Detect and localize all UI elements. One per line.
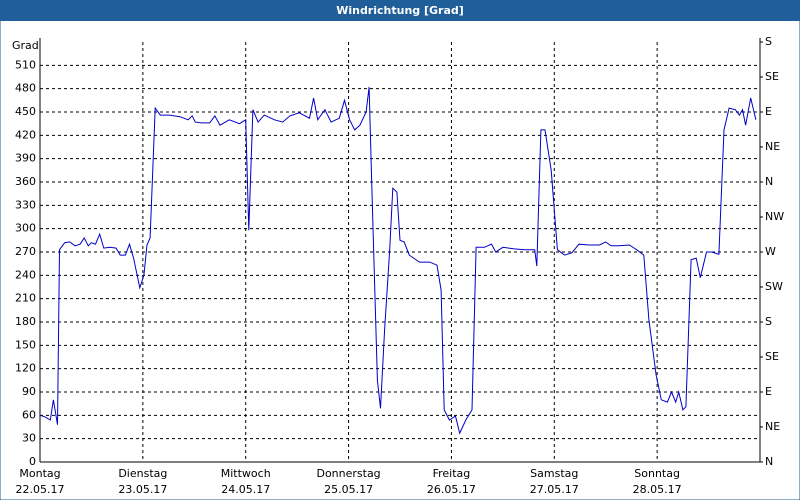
y2-tick-label: W <box>765 245 776 258</box>
y-tick-label: 450 <box>15 105 36 118</box>
y-tick-label: 300 <box>15 222 36 235</box>
y-tick-label: 30 <box>22 432 36 445</box>
y2-tick-label: SE <box>765 350 779 363</box>
y2-tick-label: S <box>765 35 772 48</box>
y2-tick-label: N <box>765 175 773 188</box>
x-tick-date: 23.05.17 <box>118 483 167 496</box>
x-tick-date: 25.05.17 <box>324 483 373 496</box>
y-axis-label: Grad <box>12 39 39 52</box>
y2-tick-label: N <box>765 455 773 468</box>
x-tick-label: Freitag <box>433 467 471 480</box>
x-tick-date: 26.05.17 <box>427 483 476 496</box>
chart-title: Windrichtung [Grad] <box>336 4 464 17</box>
y2-tick-label: NE <box>765 420 780 433</box>
data-line <box>39 87 757 435</box>
y-tick-label: 360 <box>15 175 36 188</box>
x-tick-date: 22.05.17 <box>16 483 65 496</box>
y2-tick-label: NW <box>765 210 784 223</box>
x-tick-label: Sonntag <box>634 467 680 480</box>
x-tick-label: Donnerstag <box>316 467 380 480</box>
y-tick-label: 270 <box>15 245 36 258</box>
y-tick-label: 60 <box>22 408 36 421</box>
y-tick-label: 210 <box>15 292 36 305</box>
y-tick-label: 420 <box>15 128 36 141</box>
y-tick-label: 510 <box>15 58 36 71</box>
y-tick-label: 330 <box>15 198 36 211</box>
y-tick-label: 150 <box>15 338 36 351</box>
y-tick-label: 390 <box>15 152 36 165</box>
x-tick-label: Mittwoch <box>221 467 271 480</box>
x-tick-date: 24.05.17 <box>221 483 270 496</box>
y2-tick-label: S <box>765 315 772 328</box>
y-tick-label: 180 <box>15 315 36 328</box>
y-tick-label: 120 <box>15 362 36 375</box>
y-tick-label: 90 <box>22 385 36 398</box>
y-tick-label: 0 <box>29 455 36 468</box>
y2-tick-label: SW <box>765 280 783 293</box>
x-tick-date: 27.05.17 <box>530 483 579 496</box>
y2-tick-label: E <box>765 385 772 398</box>
title-bar <box>0 0 800 21</box>
x-tick-label: Dienstag <box>118 467 167 480</box>
y2-tick-label: E <box>765 105 772 118</box>
y2-tick-label: NE <box>765 140 780 153</box>
y-tick-label: 480 <box>15 82 36 95</box>
x-tick-date: 28.05.17 <box>633 483 682 496</box>
x-tick-label: Montag <box>19 467 60 480</box>
x-tick-label: Samstag <box>530 467 578 480</box>
y2-tick-label: SE <box>765 70 779 83</box>
y-tick-label: 240 <box>15 268 36 281</box>
